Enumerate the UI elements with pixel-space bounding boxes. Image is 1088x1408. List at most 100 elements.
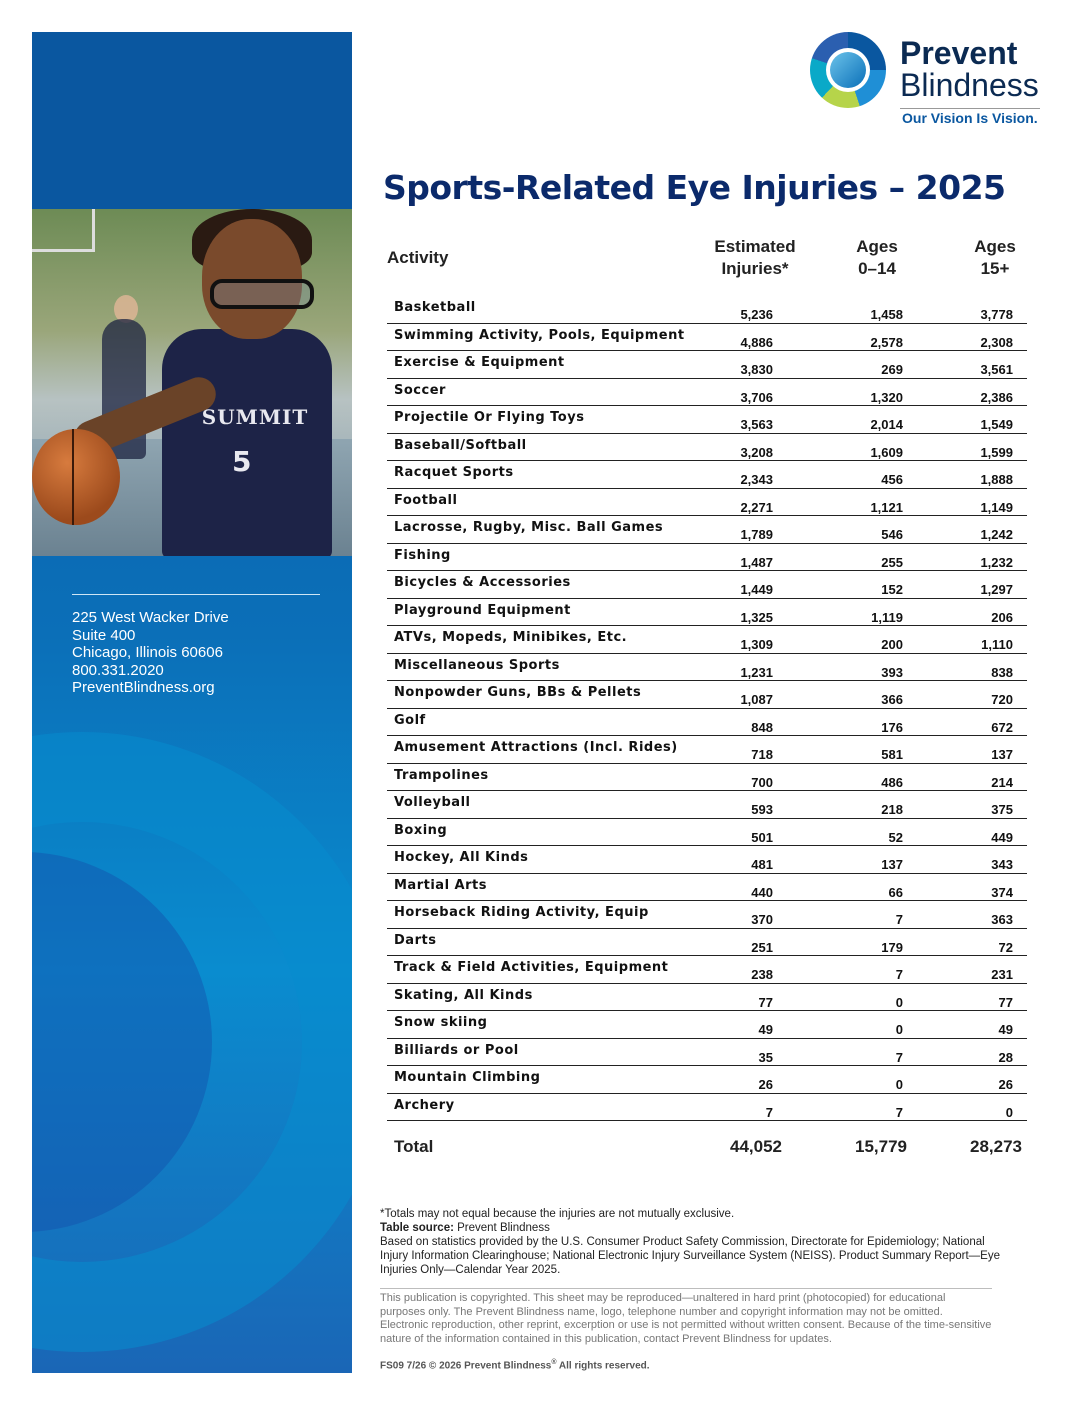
table-row: Soccer 3,706 1,320 2,386 <box>387 379 1027 406</box>
row-estimated: 440 <box>751 884 773 900</box>
row-ages-0-14: 218 <box>881 802 903 817</box>
row-ages-15-plus: 214 <box>991 774 1013 790</box>
header-estimated: Estimated Injuries* <box>705 236 805 280</box>
row-activity: Bicycles & Accessories <box>394 575 571 590</box>
logo-eye-center <box>830 52 866 88</box>
total-estimated: 44,052 <box>730 1137 782 1156</box>
row-ages-0-14: 1,119 <box>871 609 903 625</box>
row-ages-15-plus: 1,549 <box>980 417 1013 432</box>
row-ages-0-14: 52 <box>888 829 903 845</box>
row-ages-15-plus: 49 <box>998 1022 1013 1037</box>
row-ages-15-plus: 3,778 <box>980 307 1013 322</box>
row-ages-0-14: 1,458 <box>870 307 903 322</box>
row-estimated: 1,449 <box>740 582 773 597</box>
table-row: Darts 251 179 72 <box>387 929 1027 956</box>
table-row: Trampolines 700 486 214 <box>387 764 1027 791</box>
table-row: Lacrosse, Rugby, Misc. Ball Games 1,789 54… <box>387 516 1027 544</box>
row-activity: Projectile Or Flying Toys <box>394 410 585 425</box>
row-ages-15-plus: 137 <box>991 747 1013 762</box>
row-estimated: 1,309 <box>740 637 773 652</box>
header-activity: Activity <box>387 248 449 267</box>
address-street: 225 West Wacker Drive <box>72 609 229 626</box>
row-activity: Billiards or Pool <box>394 1042 519 1058</box>
player-jersey <box>162 329 332 556</box>
row-ages-0-14: 1,121 <box>870 499 903 515</box>
table-row: Boxing 501 52 449 <box>387 819 1027 846</box>
row-ages-0-14: 176 <box>881 719 903 735</box>
row-ages-15-plus: 2,308 <box>980 334 1013 350</box>
row-activity: Hockey, All Kinds <box>394 850 529 865</box>
row-estimated: 481 <box>751 857 773 872</box>
row-ages-0-14: 0 <box>895 994 903 1010</box>
basketball-seam <box>72 429 74 525</box>
table-header: Activity Estimated Injuries* Ages 0–14 A… <box>387 232 1027 288</box>
row-activity: Lacrosse, Rugby, Misc. Ball Games <box>394 520 664 535</box>
address-city: Chicago, Illinois 60606 <box>72 644 223 661</box>
based-on-statement: Based on statistics provided by the U.S.… <box>380 1236 1000 1276</box>
row-estimated: 1,789 <box>740 527 773 542</box>
row-estimated: 1,487 <box>740 554 773 570</box>
row-activity: Miscellaneous Sports <box>394 657 560 673</box>
logo-tagline: Our Vision Is Vision. <box>902 110 1038 126</box>
row-activity: Fishing <box>394 547 451 563</box>
basketball <box>32 429 120 525</box>
row-ages-0-14: 1,320 <box>870 389 903 405</box>
table-row: Track & Field Activities, Equipment 238 7 2… <box>387 956 1027 984</box>
address-block: 225 West Wacker Drive Suite 400 Chicago,… <box>72 609 229 697</box>
row-estimated: 4,886 <box>740 334 773 350</box>
row-activity: Martial Arts <box>394 877 487 893</box>
row-activity: Mountain Climbing <box>394 1070 541 1085</box>
footer-suffix: All rights reserved. <box>556 1360 650 1372</box>
footer-registered-mark: ® <box>551 1359 557 1366</box>
protective-goggles <box>210 279 314 309</box>
table-source-label: Table source: <box>380 1222 454 1234</box>
row-ages-15-plus: 449 <box>991 829 1013 845</box>
row-ages-15-plus: 1,110 <box>981 637 1013 652</box>
page-title: Sports-Related Eye Injuries – 2025 <box>383 168 1006 207</box>
header-ages-0-14-line2: 0–14 <box>858 259 896 278</box>
table-source: Table source: Prevent Blindness <box>380 1221 1000 1235</box>
row-estimated: 49 <box>758 1022 773 1037</box>
row-ages-0-14: 255 <box>881 554 903 570</box>
row-ages-15-plus: 1,149 <box>980 499 1013 515</box>
table-row: Baseball/Softball 3,208 1,609 1,599 <box>387 434 1027 461</box>
row-activity: Exercise & Equipment <box>394 355 565 370</box>
footnote: *Totals may not equal because the injuri… <box>380 1208 735 1220</box>
row-estimated: 3,208 <box>740 444 773 460</box>
row-estimated: 2,343 <box>740 472 773 487</box>
table-row: Fishing 1,487 255 1,232 <box>387 544 1027 571</box>
notes-divider <box>380 1288 992 1289</box>
row-estimated: 1,087 <box>740 692 773 707</box>
jersey-number: 5 <box>232 445 252 478</box>
row-estimated: 3,830 <box>740 362 773 377</box>
table-notes: *Totals may not equal because the injuri… <box>380 1207 1000 1277</box>
row-ages-15-plus: 72 <box>998 939 1013 955</box>
header-ages-15-plus: Ages 15+ <box>945 236 1045 280</box>
row-ages-0-14: 581 <box>881 747 903 762</box>
header-ages-15-plus-line1: Ages <box>974 237 1016 256</box>
table-row: Amusement Attractions (Incl. Rides) 718 58… <box>387 736 1027 764</box>
table-row: Skating, All Kinds 77 0 77 <box>387 984 1027 1011</box>
row-ages-0-14: 366 <box>881 692 903 707</box>
table-row: Playground Equipment 1,325 1,119 206 <box>387 599 1027 626</box>
row-ages-0-14: 7 <box>895 967 903 982</box>
row-estimated: 700 <box>751 774 773 790</box>
row-ages-15-plus: 375 <box>991 802 1013 817</box>
row-ages-15-plus: 343 <box>991 857 1013 872</box>
row-ages-0-14: 486 <box>881 774 903 790</box>
table-total-row: Total 44,052 15,779 28,273 <box>387 1121 1027 1161</box>
row-estimated: 593 <box>751 802 773 817</box>
table-row: Projectile Or Flying Toys 3,563 2,014 1,549 <box>387 406 1027 434</box>
table-source-value: Prevent Blindness <box>457 1222 550 1234</box>
row-estimated: 501 <box>751 829 773 845</box>
sidebar-panel: SUMMIT 5 225 West Wacker Drive Suite 400… <box>32 32 352 1373</box>
logo-name-line2: Blindness <box>900 67 1039 103</box>
row-estimated: 1,325 <box>740 609 773 625</box>
row-ages-15-plus: 363 <box>991 912 1013 927</box>
table-row: ATVs, Mopeds, Minibikes, Etc. 1,309 200 1,1… <box>387 626 1027 654</box>
row-estimated: 5,236 <box>740 307 773 322</box>
hoop-backboard <box>32 209 95 252</box>
row-ages-15-plus: 0 <box>1005 1104 1013 1120</box>
row-ages-15-plus: 26 <box>998 1077 1013 1092</box>
header-ages-15-plus-line2: 15+ <box>980 259 1010 278</box>
